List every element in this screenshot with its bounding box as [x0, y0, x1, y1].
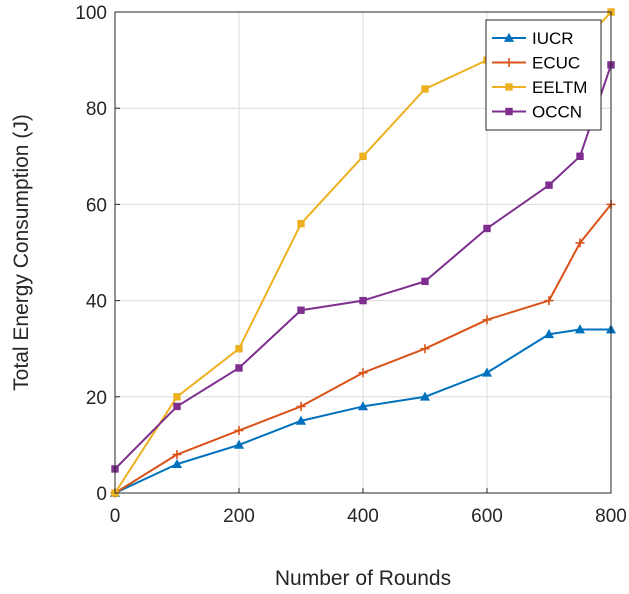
data-point-ecuc — [544, 296, 554, 306]
legend-label: OCCN — [532, 103, 582, 122]
data-point-eeltm — [359, 152, 367, 161]
data-point-eeltm — [421, 85, 429, 93]
legend-item-eeltm: EELTM — [492, 78, 587, 97]
data-point-eeltm — [297, 219, 305, 228]
data-point-ecuc — [296, 401, 306, 411]
x-tick-label: 0 — [110, 506, 121, 527]
data-point-iucr — [543, 329, 555, 339]
data-point-iucr — [171, 458, 183, 468]
legend-marker — [505, 83, 513, 91]
data-point-eeltm — [173, 393, 181, 401]
x-tick-label: 800 — [595, 506, 627, 527]
y-tick-label: 20 — [86, 388, 107, 409]
data-point-occn — [421, 277, 429, 286]
data-point-iucr — [481, 367, 493, 377]
series-line-iucr — [114, 328, 611, 494]
series-ecuc — [110, 199, 616, 498]
data-point-occn — [235, 364, 243, 372]
data-point-occn — [545, 181, 553, 189]
data-point-occn — [359, 296, 367, 305]
x-tick-label: 600 — [471, 506, 503, 527]
data-point-occn — [173, 402, 181, 411]
legend-item-ecuc: ECUC — [492, 54, 580, 73]
x-tick-label: 400 — [347, 506, 379, 527]
legend-label: IUCR — [532, 29, 574, 48]
y-tick-label: 80 — [86, 99, 107, 120]
data-point-ecuc — [172, 450, 182, 460]
data-point-ecuc — [358, 368, 368, 378]
legend-item-occn: OCCN — [492, 103, 582, 122]
data-point-iucr — [295, 415, 307, 425]
legend: IUCR ECUC EELTM OCCN — [485, 19, 602, 131]
data-point-ecuc — [420, 344, 430, 354]
data-point-iucr — [357, 401, 369, 411]
axis-ticks: 0 200 400 600 800 0 20 40 60 80 100 — [75, 3, 627, 527]
series-line-ecuc — [114, 203, 612, 494]
data-point-ecuc — [575, 238, 585, 248]
y-axis-label: Total Energy Consumption (J) — [10, 114, 33, 391]
y-tick-label: 60 — [86, 195, 107, 216]
series-line-occn — [114, 64, 612, 470]
legend-marker — [504, 58, 514, 67]
y-tick-label: 100 — [75, 3, 107, 24]
data-point-ecuc — [234, 425, 244, 435]
y-tick-label: 0 — [96, 484, 107, 505]
data-point-occn — [483, 224, 491, 233]
legend-label: EELTM — [532, 78, 587, 97]
data-point-iucr — [419, 391, 431, 401]
data-point-eeltm — [235, 345, 243, 353]
legend-marker — [503, 32, 515, 42]
x-tick-label: 200 — [223, 506, 255, 527]
legend-label: ECUC — [532, 54, 580, 73]
data-point-occn — [297, 306, 305, 314]
legend-item-iucr: IUCR — [492, 29, 574, 48]
legend-marker — [505, 107, 513, 116]
x-axis-label: Number of Rounds — [275, 567, 451, 590]
y-tick-label: 40 — [86, 292, 107, 313]
data-point-iucr — [574, 324, 586, 334]
data-point-occn — [576, 152, 584, 161]
data-point-ecuc — [482, 315, 492, 325]
data-point-iucr — [233, 439, 245, 449]
